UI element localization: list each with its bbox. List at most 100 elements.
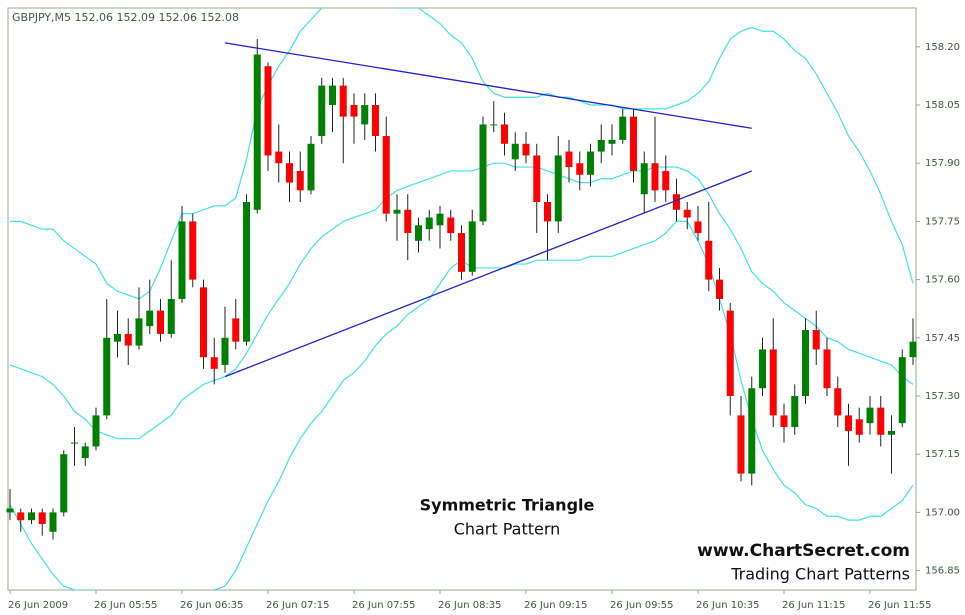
candle-body: [60, 454, 68, 513]
candle-body: [146, 310, 154, 327]
candle-body: [522, 143, 530, 156]
y-tick-label: 157.15: [925, 449, 960, 460]
x-tick-label: 26 Jun 10:35: [696, 600, 760, 611]
candle-body: [372, 105, 379, 137]
x-tick-label: 26 Jun 05:55: [94, 600, 158, 611]
candle-body: [511, 143, 519, 160]
candle-body: [468, 221, 476, 272]
candle-body: [812, 330, 820, 350]
candle-body: [264, 66, 272, 156]
candle-body: [834, 388, 842, 416]
candle-body: [748, 388, 756, 474]
candle-body: [307, 143, 315, 191]
band-line: [10, 8, 914, 300]
candle-body: [275, 151, 283, 164]
candle-body: [49, 512, 57, 532]
candle-body: [576, 163, 584, 175]
annotation: Chart Pattern: [454, 520, 561, 539]
candle-body: [587, 151, 594, 175]
candle-body: [92, 415, 100, 447]
candle-body: [296, 170, 304, 191]
candle-body: [286, 163, 293, 183]
candle-body: [6, 508, 14, 513]
candle-body: [716, 279, 723, 299]
candle-body: [769, 349, 777, 416]
candle-body: [673, 194, 680, 210]
candle-body: [705, 240, 713, 280]
candle-body: [210, 357, 218, 369]
marks: [6, 39, 917, 540]
watermark: www.ChartSecret.com: [697, 541, 910, 561]
candle-body: [802, 330, 809, 396]
candle-body: [597, 139, 605, 152]
candle-body: [350, 105, 358, 117]
candle-body: [898, 357, 906, 424]
candle-body: [157, 310, 164, 334]
candle-body: [415, 225, 422, 241]
candle-body: [554, 155, 562, 222]
candle-body: [888, 430, 895, 435]
candle-body: [608, 139, 616, 144]
chart-title: GBPJPY,M5 152.06 152.09 152.06 152.08: [12, 11, 239, 24]
candle-body: [189, 221, 197, 280]
candle-body: [533, 155, 541, 202]
candle-body: [17, 512, 25, 521]
annotation: Symmetric Triangle: [420, 496, 595, 515]
candle-body: [640, 163, 648, 195]
watermark: Trading Chart Patterns: [730, 565, 910, 584]
candle-body: [479, 124, 487, 222]
y-tick-label: 158.20: [925, 42, 960, 53]
y-tick-label: 158.05: [925, 100, 960, 111]
candle-body: [28, 512, 35, 521]
candle-body: [726, 310, 734, 396]
candle-body: [458, 233, 465, 272]
candle-body: [845, 415, 852, 431]
x-tick-label: 26 Jun 07:15: [266, 600, 330, 611]
candle-body: [866, 407, 874, 424]
y-tick-label: 157.75: [925, 216, 960, 227]
y-tick-label: 157.00: [925, 507, 960, 518]
plot-frame: [7, 7, 917, 591]
candle-body: [382, 136, 390, 214]
candle-body: [253, 54, 261, 210]
candle-body: [855, 419, 863, 435]
candle-body: [71, 442, 78, 444]
candle-body: [791, 396, 799, 428]
candle-body: [619, 116, 627, 140]
trendline: [224, 170, 752, 378]
candle-body: [780, 415, 788, 428]
trendline: [224, 42, 752, 129]
candle-body: [38, 512, 46, 525]
candle-body: [877, 407, 885, 435]
x-tick-label: 26 Jun 11:55: [868, 600, 932, 611]
y-tick-label: 157.60: [925, 275, 960, 286]
candle-body: [81, 446, 89, 459]
x-tick-label: 26 Jun 06:35: [180, 600, 244, 611]
candle-body: [662, 170, 670, 191]
candle-body: [339, 85, 347, 117]
candle-body: [544, 202, 551, 222]
y-tick-label: 157.30: [925, 391, 960, 402]
candle-body: [694, 221, 702, 234]
candle-body: [200, 287, 207, 358]
candle-body: [178, 221, 186, 299]
candle-body: [318, 85, 326, 137]
candle-body: [683, 209, 691, 218]
candle-body: [243, 202, 250, 342]
candle-body: [393, 209, 401, 214]
candle-body: [361, 105, 369, 125]
candle-body: [135, 318, 143, 346]
candle-body: [565, 151, 573, 168]
candle-body: [232, 318, 240, 342]
x-tick-label: 26 Jun 09:55: [610, 600, 674, 611]
candle-body: [651, 163, 659, 191]
candle-body: [909, 341, 917, 358]
candle-body: [114, 333, 121, 342]
x-tick-label: 26 Jun 09:15: [524, 600, 588, 611]
candle-body: [167, 299, 175, 334]
candle-body: [823, 349, 831, 389]
candle-body: [501, 124, 508, 144]
candle-body: [447, 217, 455, 234]
candle-body: [737, 415, 745, 474]
